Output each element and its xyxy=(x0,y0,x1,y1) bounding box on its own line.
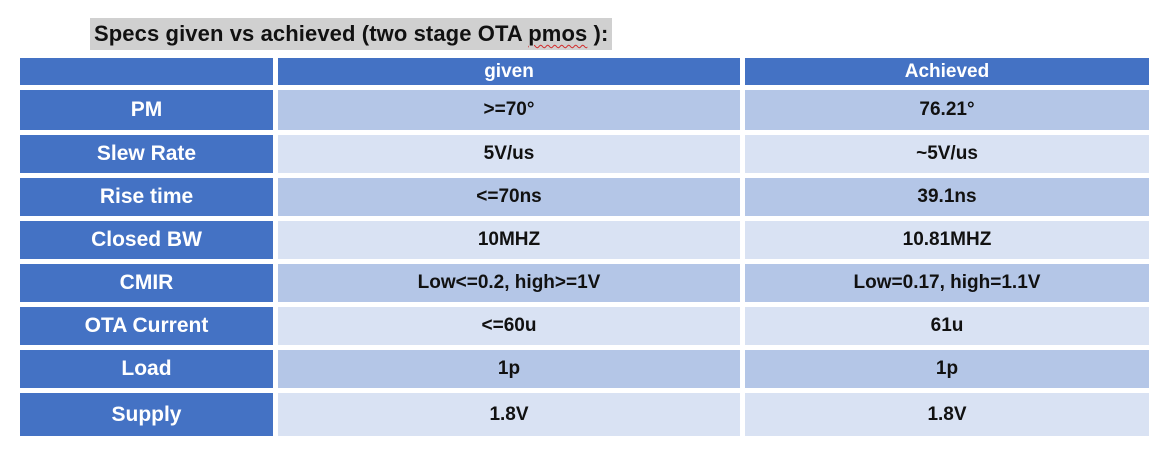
achieved-value: Low=0.17, high=1.1V xyxy=(745,264,1149,307)
given-value: 1p xyxy=(278,350,745,393)
title-suffix: ): xyxy=(587,21,609,46)
given-value: 5V/us xyxy=(278,135,745,178)
given-value: <=60u xyxy=(278,307,745,350)
achieved-value: 61u xyxy=(745,307,1149,350)
header-cell-given: given xyxy=(278,58,745,90)
row-label: OTA Current xyxy=(20,307,278,350)
header-cell-spec xyxy=(20,58,278,90)
given-value: >=70° xyxy=(278,90,745,135)
achieved-value: 39.1ns xyxy=(745,178,1149,221)
given-value: <=70ns xyxy=(278,178,745,221)
row-label: Load xyxy=(20,350,278,393)
table-header-row: given Achieved xyxy=(20,58,1149,90)
achieved-value: ~5V/us xyxy=(745,135,1149,178)
title-prefix: Specs given vs achieved (two stage OTA xyxy=(94,21,529,46)
spellcheck-flagged-word[interactable]: pmos xyxy=(528,21,588,46)
table-row: Slew Rate 5V/us ~5V/us xyxy=(20,135,1149,178)
given-value: 10MHZ xyxy=(278,221,745,264)
table-row: Closed BW 10MHZ 10.81MHZ xyxy=(20,221,1149,264)
table-row: CMIR Low<=0.2, high>=1V Low=0.17, high=1… xyxy=(20,264,1149,307)
table-row: Load 1p 1p xyxy=(20,350,1149,393)
achieved-value: 1.8V xyxy=(745,393,1149,436)
table-row: Supply 1.8V 1.8V xyxy=(20,393,1149,436)
achieved-value: 1p xyxy=(745,350,1149,393)
given-value: 1.8V xyxy=(278,393,745,436)
page-title: Specs given vs achieved (two stage OTA p… xyxy=(94,21,608,47)
row-label: Slew Rate xyxy=(20,135,278,178)
table-row: PM >=70° 76.21° xyxy=(20,90,1149,135)
table-row: OTA Current <=60u 61u xyxy=(20,307,1149,350)
row-label: PM xyxy=(20,90,278,135)
given-value: Low<=0.2, high>=1V xyxy=(278,264,745,307)
heading-highlight: Specs given vs achieved (two stage OTA p… xyxy=(90,18,613,50)
row-label: Rise time xyxy=(20,178,278,221)
specs-table: given Achieved PM >=70° 76.21° Slew Rate… xyxy=(20,58,1149,436)
header-cell-achieved: Achieved xyxy=(745,58,1149,90)
table-row: Rise time <=70ns 39.1ns xyxy=(20,178,1149,221)
row-label: Closed BW xyxy=(20,221,278,264)
achieved-value: 76.21° xyxy=(745,90,1149,135)
achieved-value: 10.81MHZ xyxy=(745,221,1149,264)
row-label: Supply xyxy=(20,393,278,436)
row-label: CMIR xyxy=(20,264,278,307)
